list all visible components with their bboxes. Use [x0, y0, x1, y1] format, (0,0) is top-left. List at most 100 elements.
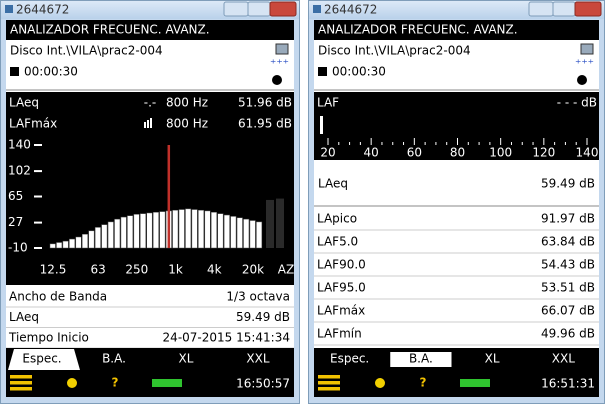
menu-icon[interactable] — [10, 381, 32, 385]
spectrum-bar — [75, 236, 82, 249]
x-tick-label: 20k — [242, 263, 264, 277]
scale-label: 120 — [532, 146, 555, 160]
battery-icon — [152, 379, 182, 387]
maximize-button[interactable] — [552, 1, 576, 17]
tab[interactable]: B.A. — [409, 352, 433, 366]
spectrum-bar — [56, 242, 63, 249]
tab[interactable]: Espec. — [22, 352, 61, 366]
menu-icon[interactable] — [318, 375, 340, 379]
info-label: Ancho de Banda — [9, 290, 107, 304]
reading-name: LAeq — [9, 96, 39, 110]
bars-icon — [150, 118, 152, 128]
tab[interactable]: XXL — [552, 352, 575, 366]
y-tick-label: 65 — [8, 189, 23, 203]
tab[interactable]: B.A. — [102, 352, 126, 366]
record-square — [318, 67, 327, 76]
tab[interactable]: XXL — [246, 352, 269, 366]
menu-icon[interactable] — [318, 381, 340, 385]
window-title: 2644672 — [16, 3, 69, 17]
level-indicator — [320, 116, 323, 134]
minimize-button[interactable] — [528, 1, 554, 17]
window-title: 2644672 — [324, 3, 377, 17]
spectrum-bar — [236, 217, 243, 249]
header: ANALIZADOR FRECUENC. AVANZ. — [10, 23, 210, 37]
help-icon[interactable]: ? — [420, 376, 427, 390]
stat-label: LAFmín — [317, 327, 362, 341]
tab-selected[interactable] — [388, 350, 454, 369]
stat-value: 49.96 dB — [541, 327, 595, 341]
scale-label: 140 — [576, 146, 599, 160]
reading-value: 51.96 dB — [238, 96, 292, 110]
stat-label: LAF5.0 — [317, 235, 358, 249]
help-icon[interactable]: ? — [112, 376, 119, 390]
x-tick-label: AZ — [278, 263, 294, 277]
tab[interactable]: Espec. — [330, 352, 369, 366]
minimize-button[interactable] — [223, 1, 249, 17]
menu-icon[interactable] — [10, 387, 32, 391]
x-tick-label: 12.5 — [40, 263, 67, 277]
y-tick-label: 140 — [8, 138, 31, 152]
tab[interactable]: XL — [179, 352, 194, 366]
mic-icon-arrows: ⁺⁺⁺ — [270, 57, 289, 71]
header-bar — [314, 20, 599, 40]
clock: 16:50:57 — [236, 377, 290, 391]
light-icon — [67, 378, 77, 388]
clock: 16:51:31 — [541, 377, 595, 391]
spectrum-bar — [249, 220, 256, 249]
spectrum-bar — [140, 213, 147, 249]
spectrum-bar — [82, 234, 88, 249]
spectrum-bar — [69, 238, 76, 249]
tab-bar — [314, 348, 599, 370]
spectrum-bar — [172, 209, 179, 249]
reading-value: 61.95 dB — [238, 117, 292, 131]
reading-freq: 800 Hz — [166, 96, 208, 110]
scale-label: 80 — [450, 146, 465, 160]
app-icon — [313, 5, 321, 13]
window: 2644672 ANALIZADOR FRECUENC. AVANZ. Disco … — [308, 0, 605, 404]
meter-panel — [314, 92, 599, 160]
screen — [314, 20, 599, 397]
info-value: 1/3 octava — [226, 290, 290, 304]
spectrum-bar — [178, 209, 185, 249]
spectrum-bar — [230, 216, 237, 249]
spectrum-bar — [217, 213, 224, 249]
stat-value: 63.84 dB — [541, 235, 595, 249]
scale-label: 100 — [489, 146, 512, 160]
record-square — [10, 67, 19, 76]
spectrum-bar — [133, 214, 140, 249]
y-tick-label: -10 — [8, 241, 28, 255]
spectrum-bar — [152, 212, 159, 249]
spectrum-bar — [120, 216, 127, 249]
file-path: Disco Int.\VILA\prac2-004 — [10, 44, 163, 58]
scale-label: 40 — [364, 146, 379, 160]
spectrum-bar — [49, 243, 56, 249]
header: ANALIZADOR FRECUENC. AVANZ. — [318, 23, 518, 37]
y-tick-label: 102 — [8, 164, 31, 178]
status-bar — [6, 370, 294, 397]
band-z — [276, 198, 284, 248]
header-bar — [6, 20, 294, 40]
maximize-button[interactable] — [247, 1, 271, 17]
status-bar — [314, 370, 599, 397]
menu-icon[interactable] — [318, 387, 340, 391]
close-button[interactable] — [574, 1, 602, 17]
spectrum-bar — [146, 212, 153, 249]
spectrum-bar — [94, 227, 101, 249]
spectrum-bar — [256, 221, 263, 249]
tab-selected[interactable] — [8, 349, 80, 370]
stat-value: 53.51 dB — [541, 281, 595, 295]
spectrum-bar — [211, 212, 217, 249]
x-tick-label: 250 — [125, 263, 148, 277]
spectrum-bar — [243, 218, 250, 249]
spectrum-bar — [62, 240, 69, 249]
tab[interactable]: XL — [485, 352, 500, 366]
menu-icon[interactable] — [10, 375, 32, 379]
spectrum-bar — [191, 209, 198, 249]
band-a — [266, 199, 274, 248]
file-path: Disco Int.\VILA\prac2-004 — [318, 44, 471, 58]
spectrum-bar — [185, 208, 192, 249]
elapsed-time: 00:00:30 — [332, 65, 386, 79]
x-tick-label: 63 — [91, 263, 106, 277]
close-button[interactable] — [269, 1, 297, 17]
